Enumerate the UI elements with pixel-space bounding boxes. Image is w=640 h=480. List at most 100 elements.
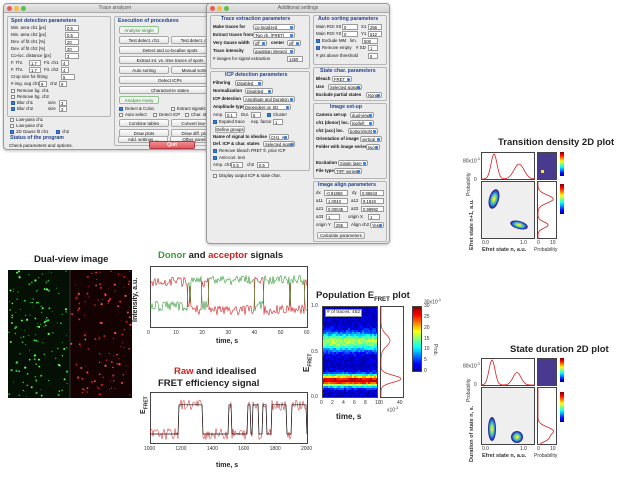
analyse-single-button[interactable]: Analyse single	[119, 26, 159, 34]
name-signal-select[interactable]: CH1_A	[269, 134, 289, 140]
remove-bg-ch1-checkbox[interactable]	[11, 89, 15, 93]
heatmap-cell	[334, 372, 337, 375]
camera-select[interactable]: dual-view	[350, 112, 374, 118]
dx-input[interactable]: -0.91858	[324, 190, 348, 196]
use-select[interactable]: Selected signals	[328, 84, 362, 90]
main-x0-input[interactable]: 0	[342, 24, 358, 30]
gauss-ch1-checkbox[interactable]	[10, 130, 14, 134]
extract-signals-checkbox[interactable]	[171, 107, 175, 111]
heatmap-cell	[360, 376, 363, 379]
blur-ch2-size-input[interactable]: 3	[59, 106, 67, 112]
ch1-loc-select[interactable]: top/left	[350, 120, 374, 126]
define-groups-button[interactable]: Define groups	[215, 126, 245, 133]
pts-threshold-input[interactable]: 5	[368, 53, 378, 59]
img-avg-ch2-input[interactable]: 9	[59, 81, 67, 87]
blur-ch2-checkbox[interactable]	[11, 107, 15, 111]
make-traces-select[interactable]: co-localized	[253, 24, 295, 30]
coloc-distance-input[interactable]: 3	[65, 53, 79, 59]
origin-y-input[interactable]: 255	[334, 222, 348, 228]
amp-types-select[interactable]: Dependent on SD	[243, 104, 291, 110]
bleach-select[interactable]: FRET	[332, 76, 352, 82]
a22-input[interactable]: 0.99992	[361, 206, 384, 212]
very-gauss-select[interactable]: off	[253, 40, 267, 46]
y1-input[interactable]: 512	[368, 31, 382, 37]
add-settings-button[interactable]: Add. settings ...	[118, 136, 168, 143]
minimize-icon[interactable]	[14, 6, 19, 11]
remove-empty-checkbox[interactable]	[316, 46, 320, 50]
align-ch2-select[interactable]: Yes	[370, 222, 384, 228]
char-states-checkbox[interactable]	[185, 113, 189, 117]
dev-fit-ch2-input[interactable]: 20	[65, 46, 79, 52]
exclude-mm-checkbox[interactable]	[316, 39, 320, 43]
exp-factor-input[interactable]: 1	[273, 119, 283, 125]
dev-fit-ch1-input[interactable]: 20	[65, 39, 79, 45]
auto-sorting-button[interactable]: Auto sorting	[119, 66, 169, 74]
a12-input[interactable]: 9.1818	[361, 198, 384, 204]
amp-ch1-input[interactable]: 0.5	[231, 162, 243, 168]
img-avg-ch1-input[interactable]: 9	[39, 81, 47, 87]
amp-ch2-input[interactable]: 0.5	[257, 162, 269, 168]
minimize-icon[interactable]	[217, 6, 222, 11]
remove-bg-ch2-checkbox[interactable]	[11, 95, 15, 99]
display-output-checkbox[interactable]	[213, 174, 217, 178]
detect-coloc-checkbox[interactable]	[119, 107, 123, 111]
fit-ch1-input[interactable]: 4	[61, 60, 69, 66]
donor-spot	[16, 271, 18, 274]
heatmap-cell	[336, 350, 339, 353]
combine-tables-button[interactable]: Combine tables	[119, 119, 169, 127]
main-y0-input[interactable]: 0	[342, 31, 358, 37]
orientation-select[interactable]: vertical	[360, 136, 382, 142]
amp-input[interactable]: 0.1	[225, 112, 237, 118]
close-icon[interactable]	[210, 6, 215, 11]
blur-ch1-size-input[interactable]: 3	[59, 100, 67, 106]
x1-input[interactable]: 256	[368, 24, 382, 30]
heatmap-cell	[354, 326, 357, 329]
min-area-ch1-input[interactable]: 0.5	[65, 25, 79, 31]
quit-button[interactable]: Quit	[149, 141, 195, 149]
folder-select[interactable]: two	[366, 144, 380, 150]
origin-x-input[interactable]: 1	[368, 214, 380, 220]
a33-input[interactable]: 1	[326, 214, 340, 220]
dy-input[interactable]: 0.86943	[360, 190, 384, 196]
auto-select-checkbox[interactable]	[119, 113, 123, 117]
signal-frames-input[interactable]: 1450	[287, 56, 303, 62]
min-area-ch2-input[interactable]: 0.5	[65, 32, 79, 38]
excitation-select[interactable]: Single laser	[338, 160, 368, 166]
expand-trace-checkbox[interactable]	[213, 120, 217, 124]
detect-icp-checkbox[interactable]	[153, 113, 157, 117]
dur-input[interactable]: 6	[251, 112, 261, 118]
filetype-select[interactable]: TIFF series	[334, 168, 362, 174]
trace-intensity-select[interactable]: gaussian integral	[253, 48, 295, 54]
icp-detection-select[interactable]: Amplitude and Duration	[243, 96, 295, 102]
filtering-select[interactable]: Disabled	[235, 80, 263, 86]
maximize-icon[interactable]	[224, 6, 229, 11]
extract-from-select[interactable]: Two ch. (FRET)	[253, 32, 295, 38]
def-icp-select[interactable]: Selected signals	[263, 141, 295, 147]
thr-ch2-input[interactable]: 1.7	[29, 67, 41, 73]
close-icon[interactable]	[7, 6, 12, 11]
exclude-partial-select[interactable]: None	[366, 92, 382, 98]
lowpass-ch2-checkbox[interactable]	[10, 124, 14, 128]
ch2-loc-select[interactable]: bottom/right	[348, 128, 378, 134]
maximize-icon[interactable]	[21, 6, 26, 11]
thr-ch1-input[interactable]: 1.7	[29, 60, 41, 66]
remove-bleach-checkbox[interactable]	[213, 149, 217, 153]
exclude-mm-input[interactable]: 500	[362, 38, 378, 44]
a11-input[interactable]: 1.0043	[326, 198, 348, 204]
anti-corr-checkbox[interactable]	[213, 156, 217, 160]
test-detect-ch1-button[interactable]: Test detect. ch1	[119, 36, 169, 44]
fit-ch2-input[interactable]: 4	[61, 67, 69, 73]
analyse-many-button[interactable]: Analyse many	[119, 96, 159, 104]
gauss-ch2-checkbox[interactable]	[56, 130, 60, 134]
cluster-checkbox[interactable]	[267, 113, 271, 117]
blur-ch1-checkbox[interactable]	[11, 101, 15, 105]
calculate-parameters-button[interactable]: Calculate parameters	[317, 232, 365, 239]
lowpass-ch1-checkbox[interactable]	[10, 118, 14, 122]
acceptor-spot	[95, 284, 97, 287]
donor-spot	[40, 323, 42, 325]
center-select[interactable]: off	[287, 40, 301, 46]
normalization-select[interactable]: Disabled	[245, 88, 273, 94]
a21-input[interactable]: 0.00045	[326, 206, 348, 212]
sd-input[interactable]: 1	[368, 45, 378, 51]
crop-size-input[interactable]: 5	[61, 74, 75, 80]
